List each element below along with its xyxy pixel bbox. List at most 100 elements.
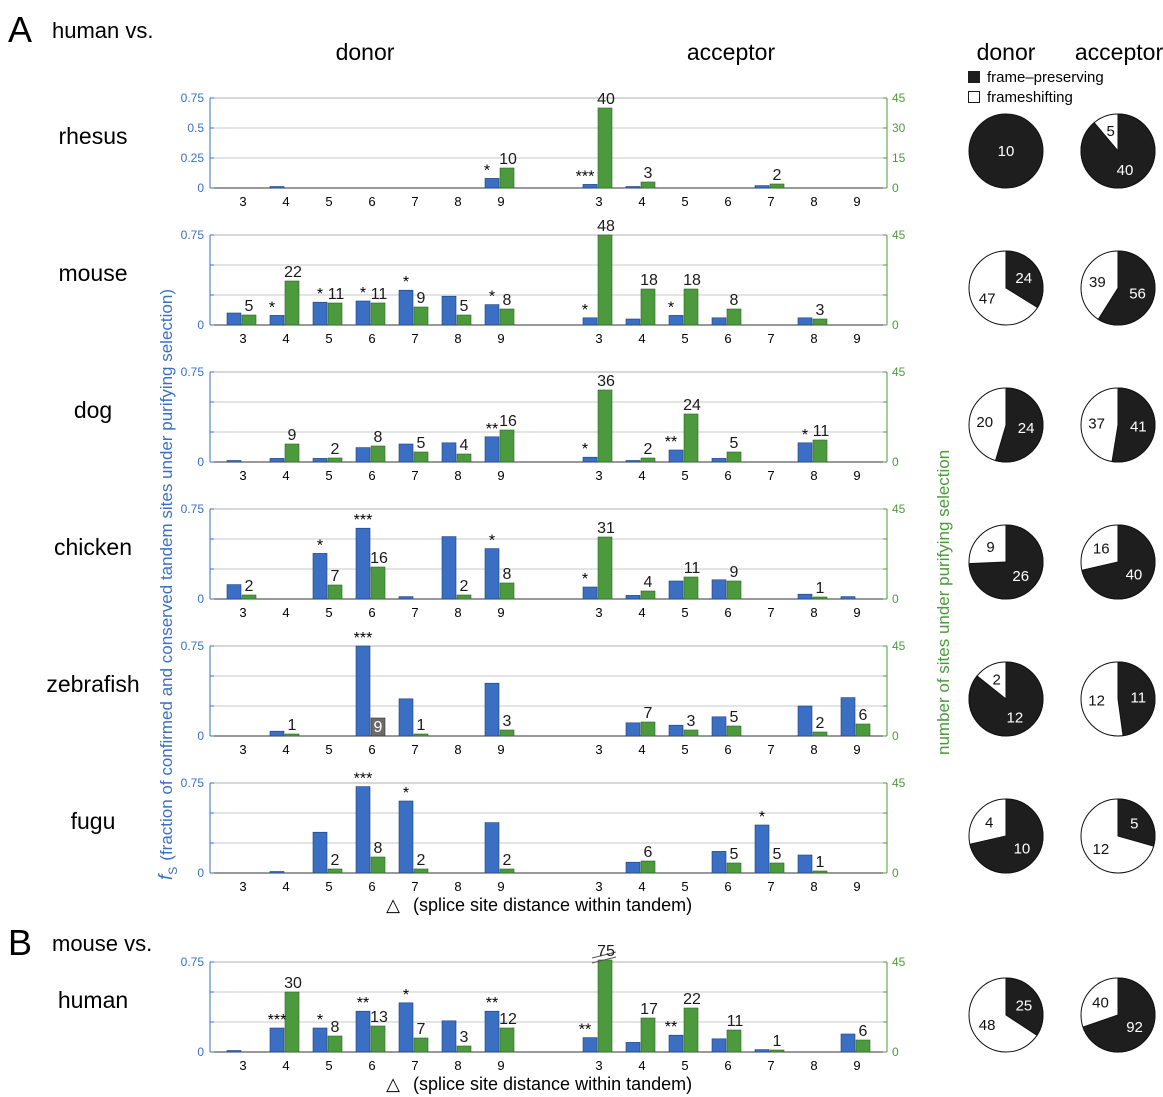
fs-bar [484, 822, 500, 874]
x-tick-label: 7 [767, 879, 774, 894]
count-bar [597, 234, 613, 326]
count-label: 1 [417, 717, 426, 734]
count-label: 8 [730, 292, 739, 309]
x-axis-text: (splice site distance within tandem) [413, 1074, 692, 1094]
x-tick-label: 7 [767, 742, 774, 757]
count-bar [769, 1049, 785, 1053]
count-bar [597, 536, 613, 600]
count-bar [726, 580, 742, 600]
count-label: 11 [371, 286, 388, 303]
count-label: 17 [640, 1001, 658, 1018]
fs-bar [312, 458, 328, 463]
count-label: 2 [331, 441, 340, 458]
count-bar [855, 1039, 871, 1053]
count-label: 2 [245, 578, 254, 595]
count-bar [597, 959, 613, 1053]
significance-stars: * [802, 427, 808, 444]
x-tick-label: 5 [325, 468, 332, 483]
species-label: zebrafish [46, 671, 139, 697]
legend-frame-preserving-swatch [968, 71, 980, 83]
x-tick-label: 5 [325, 331, 332, 346]
x-tick-label: 9 [497, 194, 504, 209]
fs-bar [226, 584, 242, 600]
fs-bar [711, 579, 727, 600]
x-tick-label: 9 [853, 468, 860, 483]
fs-bar [711, 1038, 727, 1053]
fs-subscript: S [166, 867, 180, 875]
count-label: 36 [597, 373, 615, 390]
x-tick-label: 3 [239, 605, 246, 620]
pie-value-frame-preserving: 92 [1126, 1019, 1143, 1036]
pie-donor: 24 20 [968, 387, 1044, 463]
count-bar [812, 318, 828, 326]
x-tick-label: 6 [724, 1058, 731, 1073]
x-tick-label: 9 [497, 331, 504, 346]
count-bar [456, 314, 472, 326]
count-bar [499, 167, 515, 189]
right-tick-label: 45 [892, 228, 906, 242]
significance-stars: * [759, 809, 765, 826]
fs-bar [484, 548, 500, 600]
right-axis-title: number of sites under purifying selectio… [934, 450, 953, 755]
fs-bar [269, 458, 285, 463]
fs-bar [398, 289, 414, 326]
count-label: 11 [813, 423, 830, 440]
count-label: 8 [503, 566, 512, 583]
count-label: 3 [816, 302, 825, 319]
count-label: 2 [816, 715, 825, 732]
fs-bar [840, 1033, 856, 1053]
count-label: 1 [816, 580, 825, 597]
significance-stars: *** [354, 512, 373, 529]
x-tick-label: 9 [853, 742, 860, 757]
count-bar [726, 862, 742, 874]
pie-value-frame-preserving: 12 [1006, 709, 1023, 726]
x-tick-label: 9 [853, 194, 860, 209]
count-label: 5 [417, 435, 426, 452]
count-label: 30 [284, 975, 302, 992]
count-label: 2 [331, 852, 340, 869]
x-tick-label: 6 [368, 194, 375, 209]
pie-value-frame-preserving: 10 [998, 143, 1015, 160]
x-tick-label: 6 [724, 331, 731, 346]
x-tick-label: 4 [282, 605, 289, 620]
species-label: fugu [71, 808, 116, 834]
count-bar [640, 457, 656, 463]
count-label: 9 [374, 719, 383, 736]
fs-bar [484, 304, 500, 326]
count-label: 1 [816, 854, 825, 871]
x-tick-label: 4 [282, 468, 289, 483]
count-bar [413, 451, 429, 463]
significance-stars: * [317, 286, 323, 303]
significance-stars: * [317, 1012, 323, 1029]
right-tick-label: 0 [892, 729, 899, 743]
fs-bar [625, 460, 641, 463]
fs-bar [711, 851, 727, 874]
count-bar [327, 1035, 343, 1053]
x-tick-label: 7 [411, 742, 418, 757]
left-tick-label: 0 [197, 455, 204, 469]
count-bar [640, 181, 656, 189]
pie-slice-frame-preserving [1117, 798, 1156, 847]
significance-stars: *** [576, 168, 595, 185]
count-bar [683, 413, 699, 463]
pie-slice-frame-preserving [1111, 387, 1156, 463]
fs-bar [711, 458, 727, 463]
count-label: 16 [499, 413, 517, 430]
fs-bar [754, 185, 770, 189]
x-tick-label: 6 [368, 331, 375, 346]
count-bar [284, 733, 300, 737]
count-label: 22 [683, 991, 701, 1008]
x-tick-label: 8 [810, 194, 817, 209]
left-tick-label: 0.75 [181, 365, 205, 379]
fs-bar [625, 722, 641, 737]
count-bar [370, 717, 386, 737]
fs-bar [484, 1010, 500, 1053]
pie-value-frameshifting: 40 [1092, 995, 1109, 1012]
fs-bar [269, 730, 285, 737]
fs-bar [625, 318, 641, 326]
significance-stars: * [360, 285, 366, 302]
count-label: 3 [687, 713, 696, 730]
left-tick-label: 0 [197, 592, 204, 606]
fs-bar [441, 295, 457, 326]
x-tick-label: 8 [810, 331, 817, 346]
